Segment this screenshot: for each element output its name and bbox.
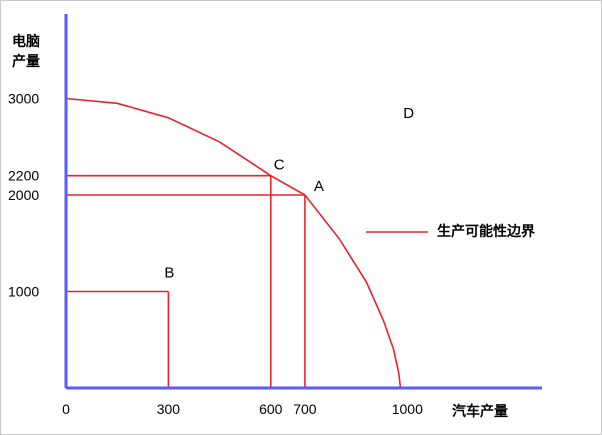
point-label-b: B (164, 265, 174, 282)
x-tick-label: 0 (62, 401, 70, 417)
curve-label: 生产可能性边界 (437, 223, 536, 240)
x-tick-label: 700 (293, 401, 317, 417)
y-axis-label-line2: 产量 (12, 53, 40, 70)
x-tick-labels: 0 300 600 700 1000 (62, 401, 423, 417)
point-labels: A B C D (164, 105, 414, 282)
x-tick-label: 1000 (392, 401, 423, 417)
point-label-c: C (274, 157, 285, 174)
x-tick-label: 300 (157, 401, 181, 417)
y-tick-label: 2000 (8, 187, 39, 203)
ppf-curve (65, 97, 402, 389)
y-tick-label: 2200 (8, 168, 39, 184)
y-axis-label-line1: 电脑 (12, 33, 40, 50)
y-tick-label: 3000 (8, 91, 39, 107)
guide-lines (66, 174, 306, 388)
y-tick-labels: 3000 2200 2000 1000 (8, 91, 39, 300)
x-axis-label: 汽车产量 (452, 403, 508, 420)
y-tick-label: 1000 (8, 284, 39, 300)
x-tick-label: 600 (259, 401, 283, 417)
point-label-a: A (314, 178, 324, 195)
point-label-d: D (403, 105, 414, 122)
